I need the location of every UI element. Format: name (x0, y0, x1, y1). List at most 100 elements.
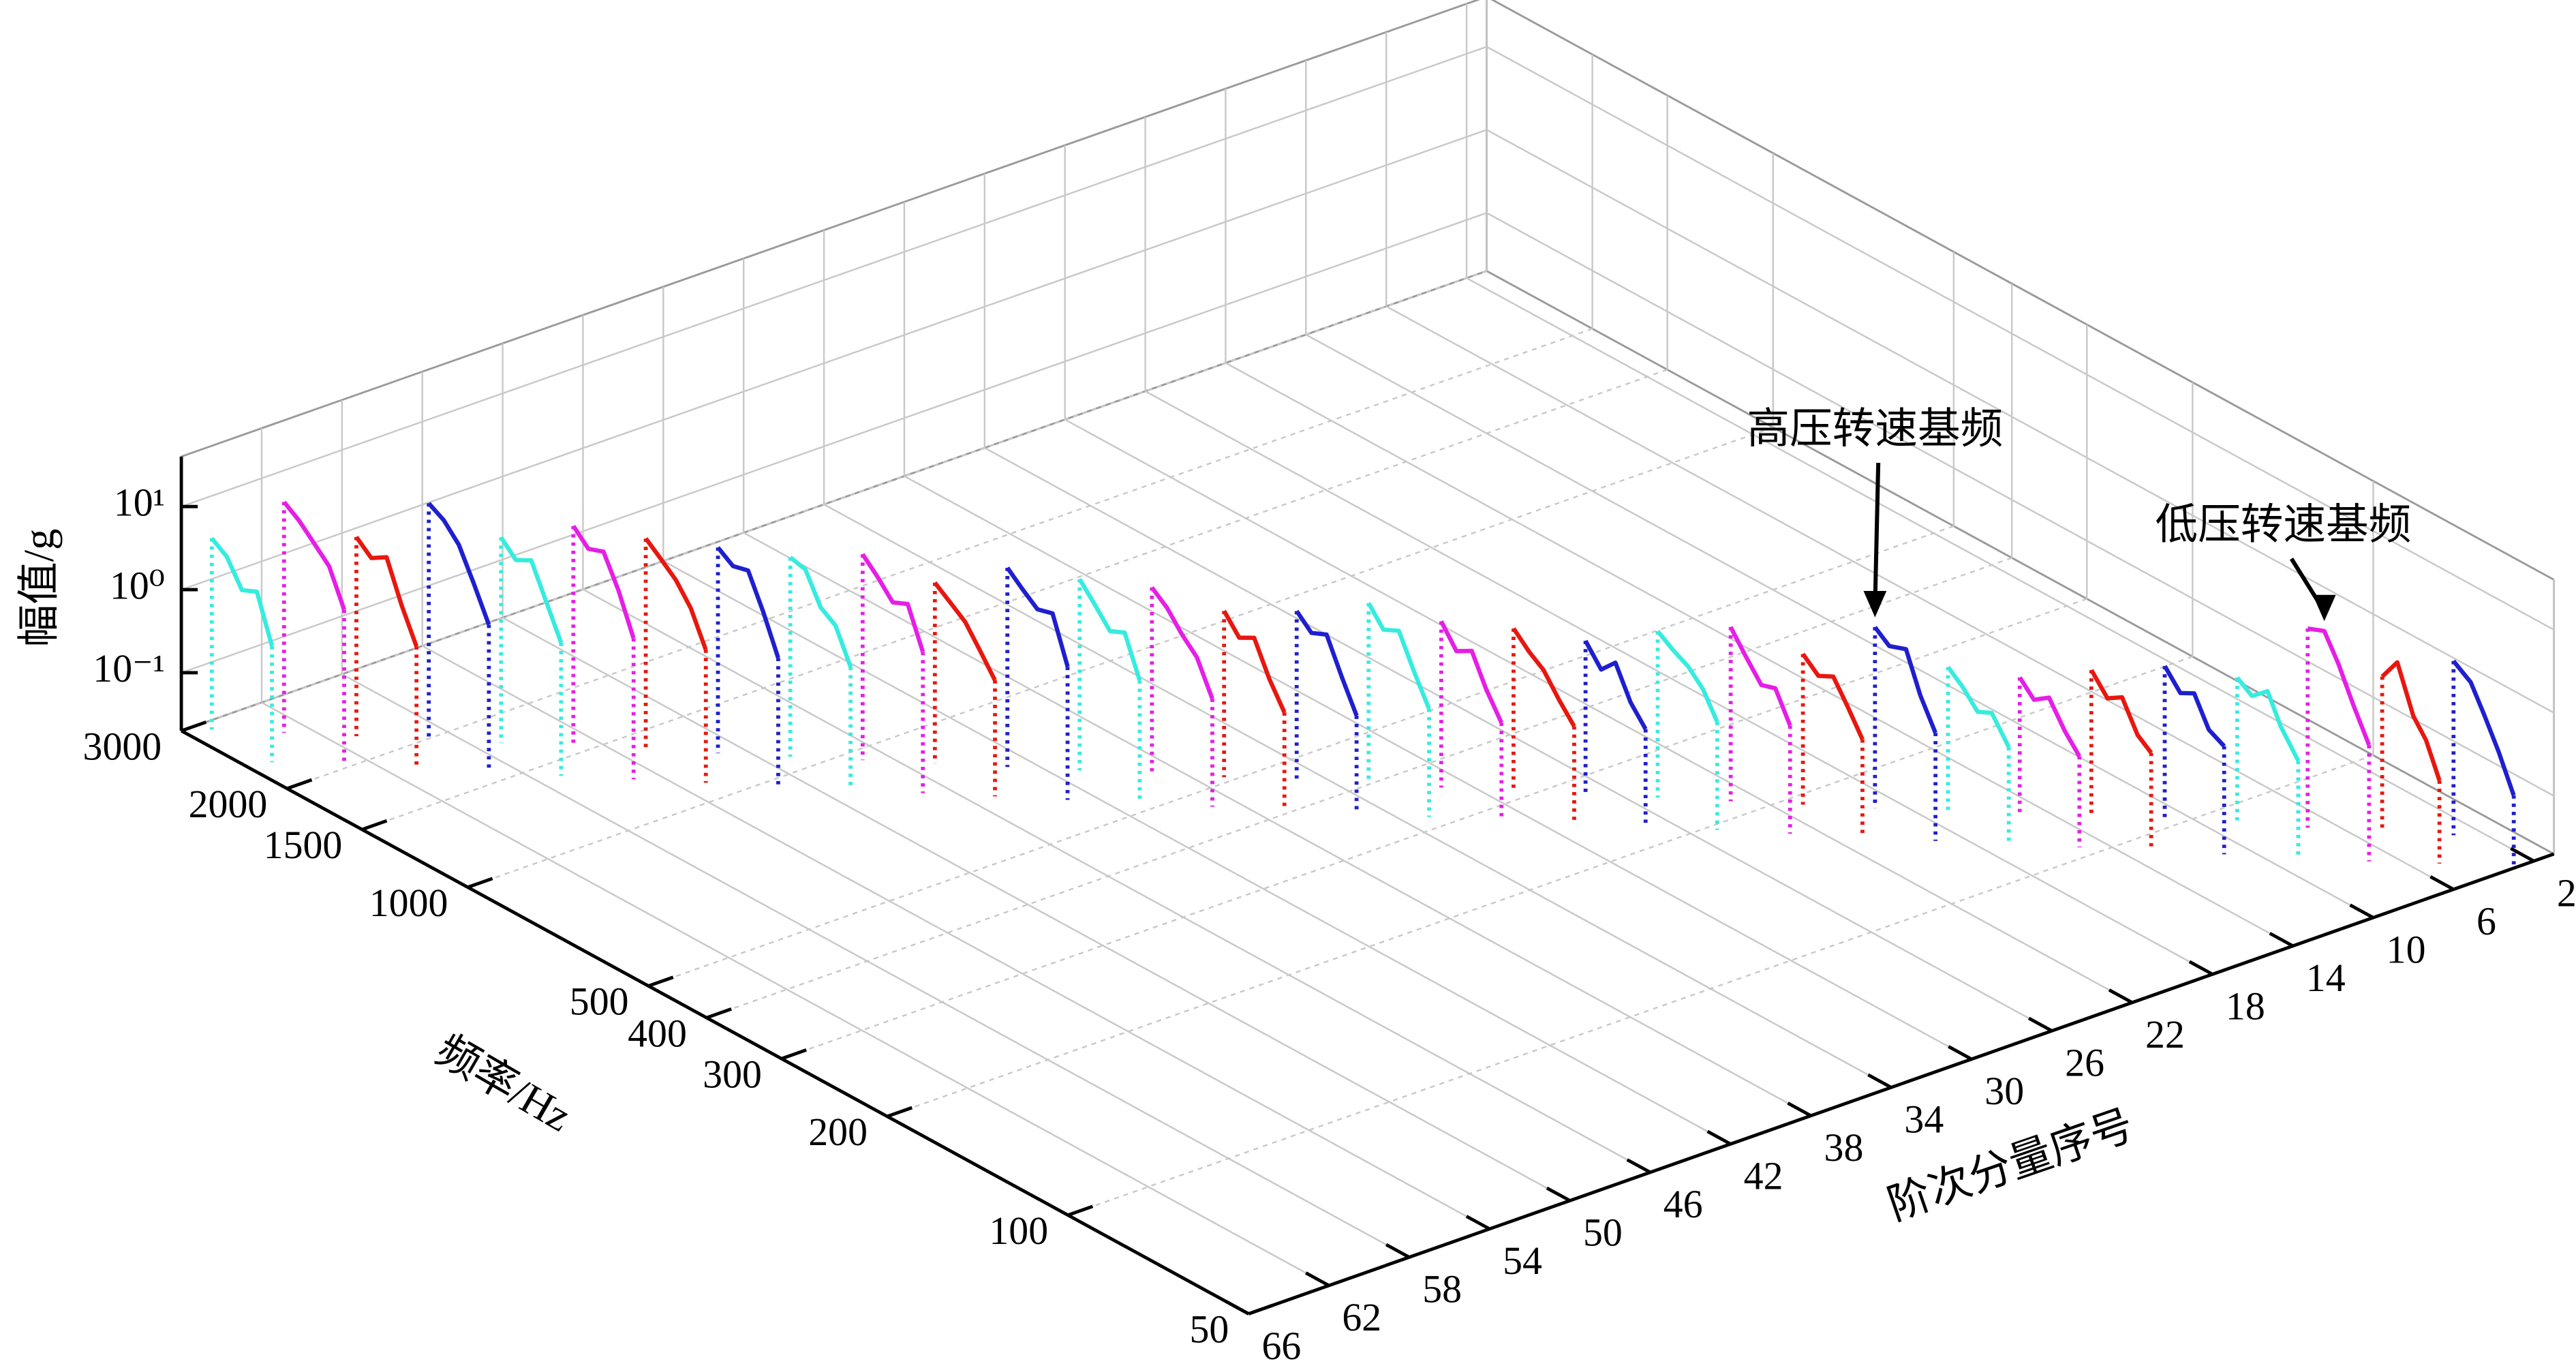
floor-grid-line (1466, 277, 2534, 862)
series-line (1583, 639, 1648, 731)
floor-grid-line (781, 598, 2087, 1060)
x-tick (1948, 1045, 1973, 1061)
series-line (644, 537, 708, 651)
z-axis-title: 幅值/g (15, 529, 63, 648)
x-tick (2510, 847, 2535, 863)
series-line (716, 546, 780, 659)
x-tick (2429, 875, 2455, 891)
annotation-arrowhead (2312, 594, 2336, 622)
x-tick (2108, 988, 2133, 1004)
box-edge (1490, 0, 2555, 581)
y-axis-title: 频率/Hz (428, 1026, 579, 1140)
series-line (788, 556, 853, 668)
y-tick (1067, 1204, 1094, 1217)
annotation: 高压转速基频 (1747, 405, 2003, 453)
x-tick (2269, 932, 2294, 947)
annotation: 低压转速基频 (2156, 501, 2412, 549)
x-tick (2349, 903, 2374, 919)
y-tick (781, 1048, 807, 1061)
x-tick (2188, 960, 2213, 976)
floor-grid-line (1305, 333, 2374, 919)
series-line (2451, 659, 2516, 796)
series-line (1946, 665, 2011, 748)
x-tick (1225, 1299, 1250, 1316)
series-line (1295, 609, 1359, 717)
x-tick-label: 10 (2387, 928, 2426, 972)
series-line (2307, 626, 2372, 746)
wall-grid-line (1486, 46, 2555, 630)
annotation-arrow (1873, 463, 1881, 608)
series-line (427, 502, 491, 626)
floor-grid-line (361, 369, 1668, 831)
series-line (1512, 627, 1576, 728)
floor-grid-line (1144, 390, 2213, 975)
series-line (2162, 665, 2226, 748)
y-tick-label: 1500 (264, 823, 343, 867)
x-tick-label: 38 (1824, 1125, 1864, 1170)
y-tick (1248, 1303, 1274, 1316)
y-tick (467, 877, 493, 889)
floor-grid-line (706, 557, 2012, 1019)
series-line (933, 581, 997, 682)
series-line (1728, 626, 1792, 727)
y-tick-label: 300 (703, 1052, 762, 1096)
x-tick-label: 6 (2477, 899, 2496, 943)
series-line (2089, 669, 2153, 755)
floor-grid-line (582, 588, 1651, 1173)
y-tick-label: 1000 (369, 881, 448, 925)
series-line (354, 536, 419, 648)
y-tick (181, 720, 207, 733)
y-tick (286, 778, 313, 791)
series-line (1077, 578, 1142, 682)
x-tick-label: 62 (1342, 1295, 1381, 1339)
series-line (861, 553, 925, 653)
series-line (1656, 630, 1719, 723)
wall-grid-line (1486, 212, 2555, 797)
floor-grid-line (422, 645, 1490, 1230)
wall-grid-line (181, 212, 1487, 674)
series-line (2235, 676, 2301, 762)
x-tick-label: 66 (1261, 1324, 1301, 1368)
x-tick-label: 58 (1422, 1267, 1462, 1311)
floor-grid-line (984, 446, 2053, 1032)
x-tick-label: 26 (2065, 1041, 2104, 1085)
series-line (2018, 676, 2082, 758)
wall-grid-line (1486, 129, 2555, 714)
floor-grid-line (662, 560, 1731, 1145)
series-line (571, 525, 636, 639)
x-tick-label: 34 (1904, 1097, 1944, 1142)
x-tick (1465, 1215, 1490, 1231)
series-line (2380, 660, 2442, 782)
y-tick (361, 819, 388, 832)
x-tick-label: 42 (1744, 1154, 1783, 1198)
floor-grid-line (823, 503, 1892, 1089)
series-line (1005, 566, 1070, 668)
y-tick (647, 975, 674, 988)
series-line (1801, 652, 1865, 741)
series-line (1366, 602, 1431, 710)
floor-grid-line (467, 426, 1774, 888)
floor-grid-line (743, 532, 1811, 1116)
y-tick (887, 1106, 913, 1119)
annotation-arrowhead (1863, 591, 1887, 618)
wall-grid-line (181, 46, 1487, 508)
x-tick (1867, 1073, 1892, 1089)
box-edge (1486, 270, 2555, 855)
floor-grid-line (648, 525, 1954, 987)
y-tick-label: 500 (570, 979, 629, 1024)
x-axis-line (1248, 852, 2555, 1316)
x-tick (1706, 1129, 1732, 1146)
x-tick-label: 2 (2557, 871, 2576, 915)
box-edge (181, 0, 1481, 458)
y-tick-label: 200 (808, 1110, 868, 1154)
x-tick (1305, 1271, 1330, 1288)
floor-grid-line (286, 328, 1593, 790)
x-tick-label: 22 (2145, 1012, 2185, 1057)
y-tick-label: 100 (989, 1209, 1048, 1253)
x-tick (1546, 1186, 1571, 1202)
series-line (499, 536, 564, 644)
floor-grid-line (1225, 362, 2294, 947)
x-tick-label: 14 (2306, 956, 2346, 1000)
